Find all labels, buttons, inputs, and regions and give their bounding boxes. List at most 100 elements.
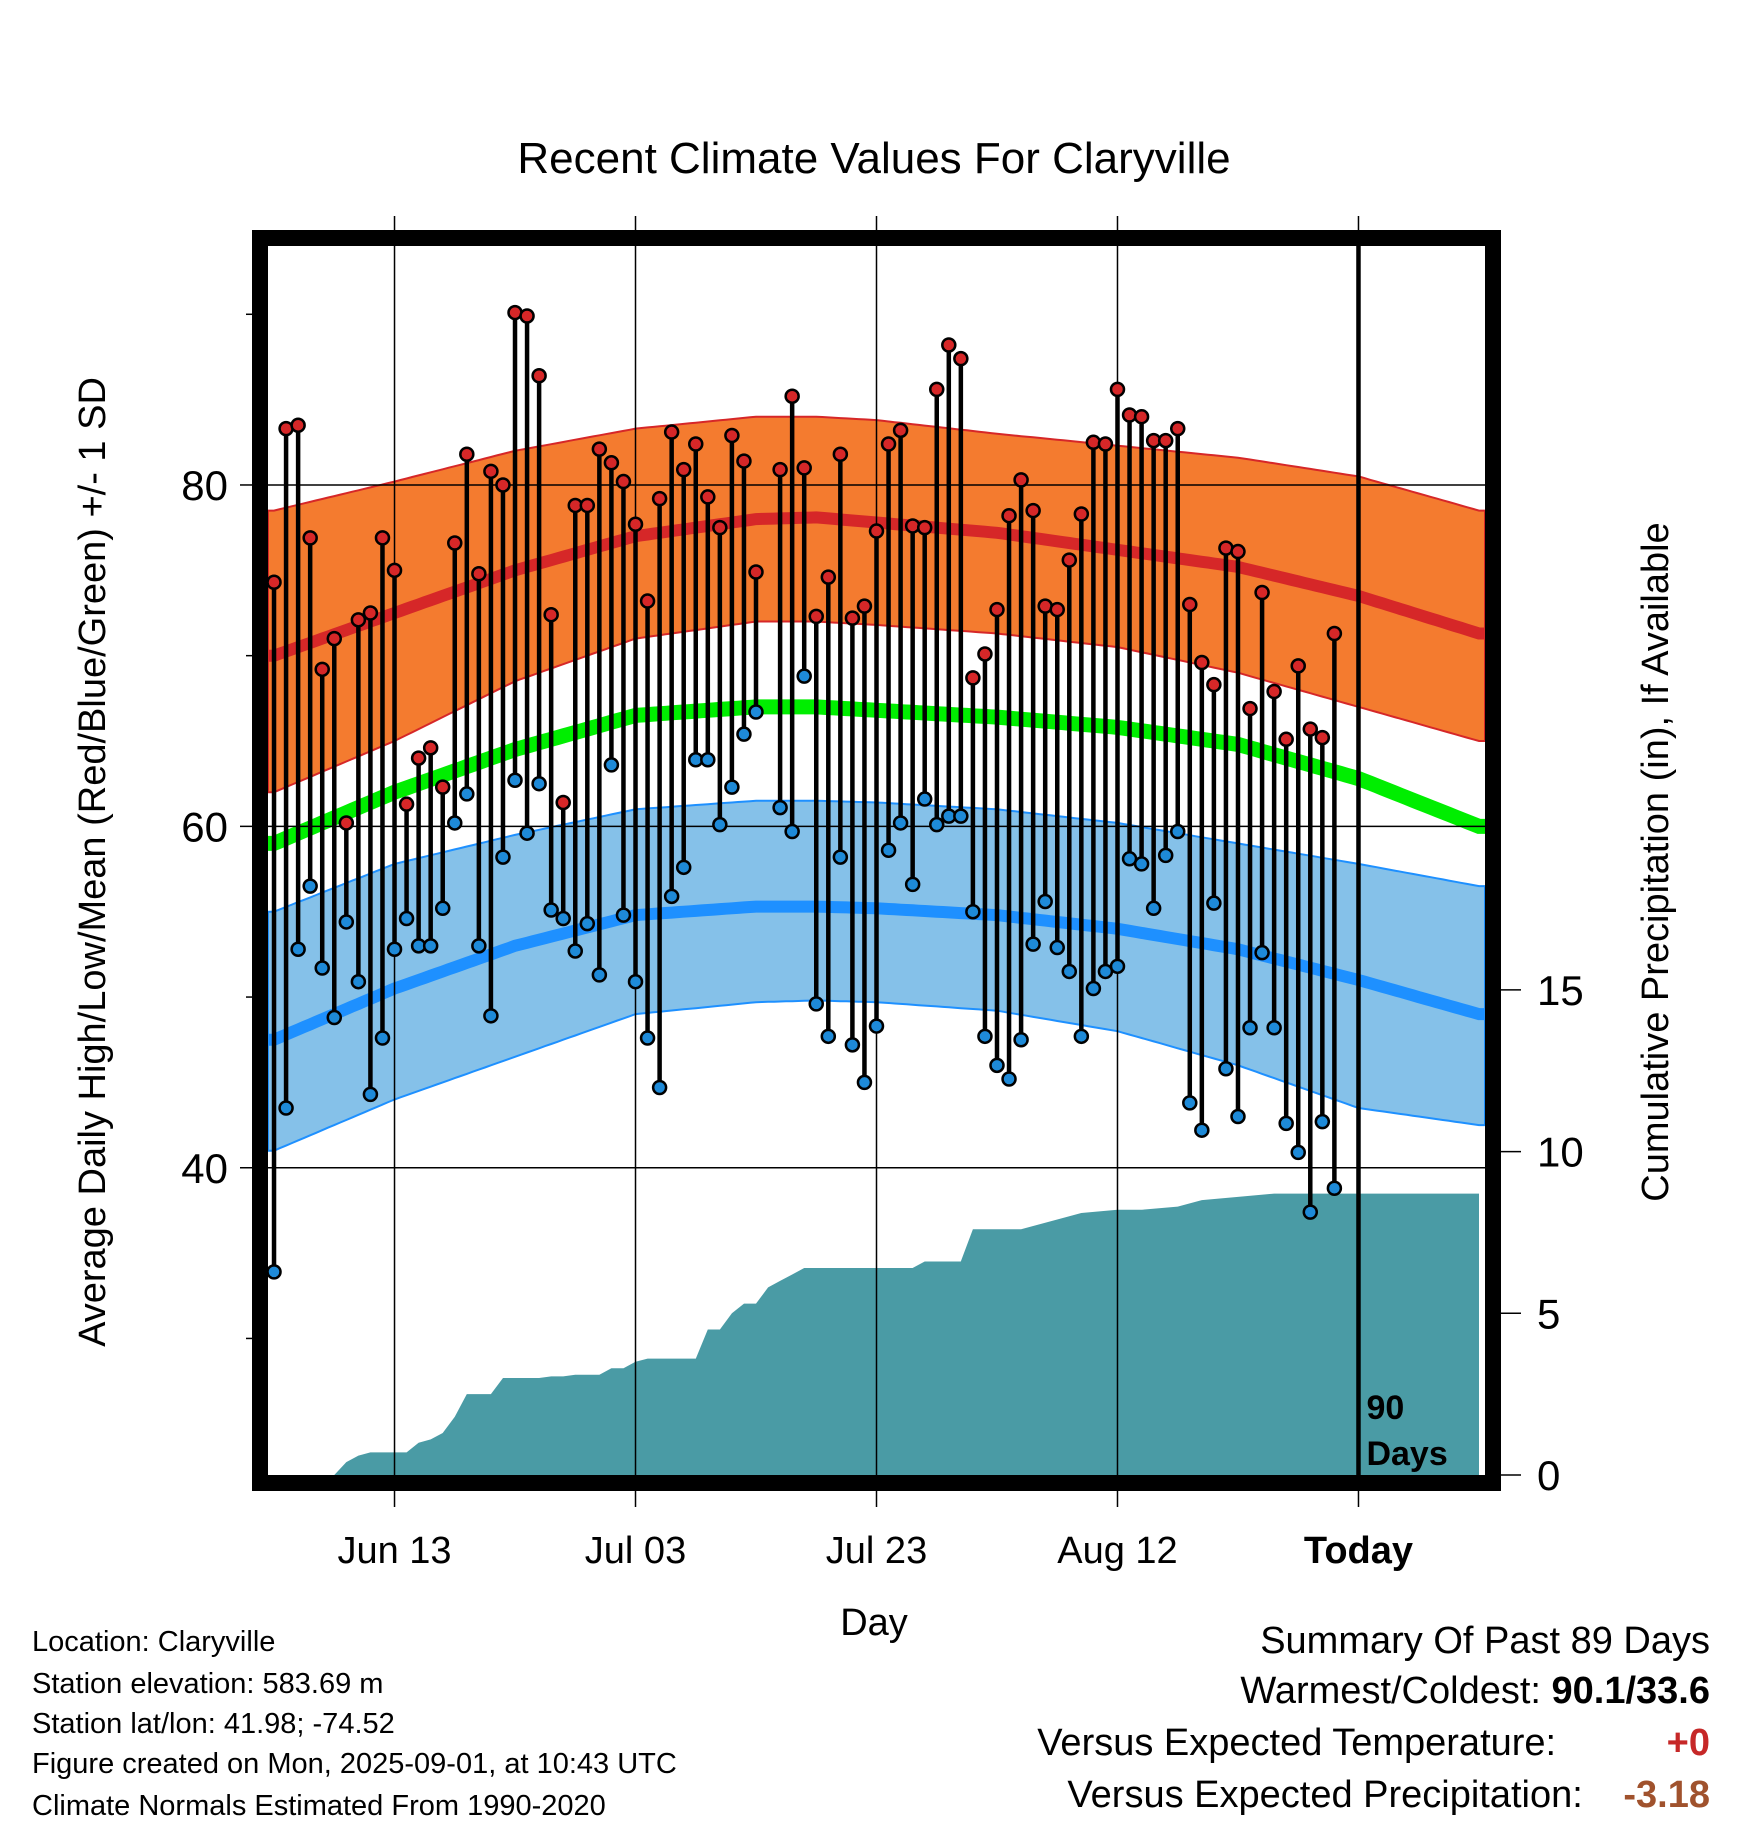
high-point: [314, 661, 330, 678]
high-point: [1133, 408, 1150, 425]
low-point: [338, 914, 355, 930]
low-point: [374, 1030, 391, 1046]
low-point: [422, 938, 439, 954]
low-point: [567, 943, 584, 959]
low-point: [784, 823, 800, 840]
low-point: [928, 816, 945, 833]
y-tick-label: 60: [181, 803, 228, 850]
plot-area: 90 Days 40 60 80 0 5 10 15 Jun 13 Jul 03 Jul 23 Aug …: [181, 216, 1584, 1572]
low-point: [904, 876, 921, 893]
high-point: [1194, 654, 1210, 671]
high-point: [1025, 502, 1041, 519]
low-point: [1025, 936, 1041, 952]
high-point: [434, 779, 451, 795]
high-point: [977, 646, 993, 662]
high-point: [880, 436, 897, 452]
low-point: [314, 960, 330, 976]
x-axis-label: Day: [840, 1602, 908, 1644]
low-point: [1013, 1031, 1029, 1048]
low-point: [663, 888, 680, 905]
high-point: [928, 381, 945, 398]
high-point: [1314, 729, 1331, 746]
x-tick-label: Jul 23: [826, 1530, 927, 1572]
high-point: [1302, 721, 1319, 737]
summary-precipitation: Versus Expected Precipitation: -3.18: [1067, 1774, 1710, 1817]
high-point: [495, 477, 511, 493]
low-point: [278, 1100, 294, 1116]
low-point: [700, 752, 716, 768]
low-point: [1169, 823, 1186, 840]
low-point: [712, 816, 728, 833]
y-tick-label: 80: [181, 462, 228, 509]
high-point: [784, 388, 800, 404]
low-point: [977, 1028, 993, 1045]
high-point: [1266, 683, 1282, 700]
high-point: [892, 422, 909, 439]
low-point: [1085, 980, 1102, 997]
high-point: [1109, 381, 1126, 398]
low-point: [507, 772, 523, 789]
high-point: [1157, 432, 1174, 449]
low-point: [519, 825, 535, 841]
low-point: [302, 878, 318, 894]
low-point: [748, 704, 764, 720]
high-point: [1097, 436, 1114, 452]
low-point: [1061, 963, 1078, 980]
y2-tick-label: 5: [1537, 1290, 1560, 1337]
low-point: [724, 779, 740, 795]
high-point: [543, 606, 559, 623]
low-point: [1230, 1108, 1246, 1125]
low-point: [880, 842, 897, 859]
low-point: [386, 941, 403, 958]
high-point: [748, 564, 764, 580]
low-point: [434, 900, 451, 917]
low-point: [1314, 1113, 1331, 1130]
footer-created: Figure created on Mon, 2025-09-01, at 10…: [32, 1748, 677, 1780]
plot-frame: [252, 230, 1501, 1491]
high-point: [483, 463, 499, 480]
high-point: [302, 530, 318, 546]
low-point: [639, 1030, 656, 1046]
high-point: [1230, 543, 1246, 560]
window-label-number: 90: [1366, 1389, 1404, 1427]
high-point: [1001, 507, 1017, 524]
low-point: [1073, 1028, 1090, 1045]
high-point: [338, 815, 355, 831]
low-point: [832, 849, 849, 865]
low-point: [447, 815, 463, 831]
low-point: [844, 1037, 861, 1053]
high-point: [459, 446, 475, 462]
low-point: [675, 859, 692, 876]
summary-warmest-coldest: Warmest/Coldest: 90.1/33.6: [1240, 1670, 1710, 1713]
x-tick-label: Today: [1304, 1530, 1413, 1572]
low-point: [1242, 1020, 1258, 1036]
precipitation-value: -3.18: [1623, 1774, 1710, 1816]
high-point: [1049, 601, 1065, 618]
high-point: [1182, 596, 1198, 613]
high-point: [700, 489, 716, 505]
summary-title-text: Summary Of Past 89 Days: [1260, 1620, 1710, 1662]
x-tick-label: Aug 12: [1057, 1530, 1177, 1572]
low-point: [868, 1018, 885, 1034]
x-tick-label: Jul 03: [585, 1530, 686, 1572]
low-point: [1194, 1122, 1210, 1138]
high-point: [422, 740, 439, 756]
low-point: [531, 775, 547, 792]
high-point: [688, 436, 704, 452]
high-point: [627, 516, 644, 532]
footer-elevation: Station elevation: 583.69 m: [32, 1668, 384, 1700]
low-point: [916, 791, 933, 807]
low-point: [1182, 1095, 1198, 1111]
high-point: [350, 612, 367, 628]
low-point: [856, 1074, 873, 1091]
low-point: [615, 907, 632, 923]
y-axis-label: Average Daily High/Low/Mean (Red/Blue/Gr…: [72, 377, 114, 1347]
high-point: [386, 562, 403, 579]
low-point: [1266, 1020, 1282, 1036]
low-point: [471, 938, 487, 954]
high-point: [651, 490, 668, 507]
low-point: [953, 808, 969, 824]
y2-tick-label: 15: [1537, 967, 1584, 1014]
warmest-coldest-value: 90.1/33.6: [1551, 1670, 1710, 1712]
high-point: [663, 424, 680, 440]
